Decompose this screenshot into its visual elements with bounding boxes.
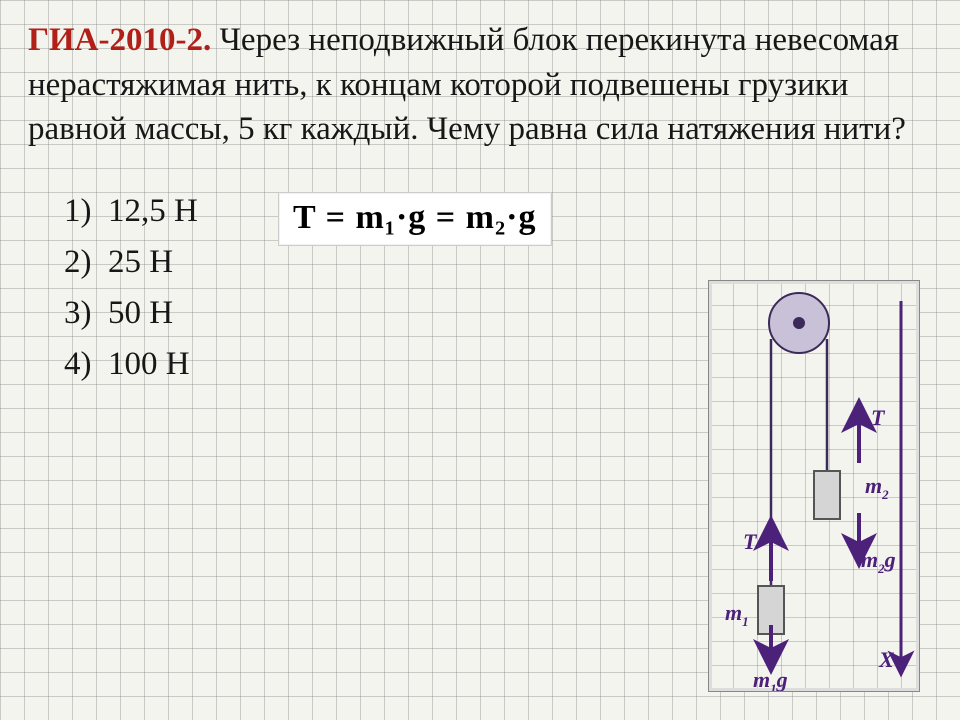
answer-2-num: 2) bbox=[64, 244, 92, 280]
svg-text:m1g: m1g bbox=[753, 667, 788, 691]
answer-1-val: 12,5 Н bbox=[108, 193, 198, 229]
answer-2-val: 25 Н bbox=[108, 244, 173, 280]
question-text: ГИА-2010-2. Через неподвижный блок перек… bbox=[28, 18, 928, 152]
slide: ГИА-2010-2. Через неподвижный блок перек… bbox=[0, 0, 960, 720]
svg-text:m2g: m2g bbox=[861, 547, 896, 576]
question-heading: ГИА-2010-2. bbox=[28, 22, 211, 58]
answer-4-num: 4) bbox=[64, 346, 92, 382]
answer-4: 4) 100 Н bbox=[64, 339, 244, 390]
diagram-svg: T Tm1 m2 m1g m2g X bbox=[709, 281, 919, 691]
pulley-diagram: T Tm1 m2 m1g m2g X bbox=[708, 280, 920, 692]
formula-text: T = m₁·g = m₂·g bbox=[293, 199, 537, 236]
svg-text:X: X bbox=[878, 647, 895, 672]
formula: T = m₁·g = m₂·g bbox=[278, 192, 552, 246]
svg-text:m2: m2 bbox=[865, 473, 889, 502]
answer-2: 2) 25 Н bbox=[64, 237, 244, 288]
answer-1-num: 1) bbox=[64, 193, 92, 229]
answer-3-val: 50 Н bbox=[108, 295, 173, 331]
answer-3-num: 3) bbox=[64, 295, 92, 331]
svg-text:m1: m1 bbox=[725, 600, 749, 629]
answer-4-val: 100 Н bbox=[108, 346, 190, 382]
answer-options: 1) 12,5 Н 2) 25 Н 3) 50 Н 4) 100 Н bbox=[64, 186, 244, 391]
svg-text:T: T bbox=[871, 405, 886, 430]
svg-text:T: T bbox=[743, 529, 758, 554]
answer-3: 3) 50 Н bbox=[64, 288, 244, 339]
answer-1: 1) 12,5 Н bbox=[64, 186, 244, 237]
